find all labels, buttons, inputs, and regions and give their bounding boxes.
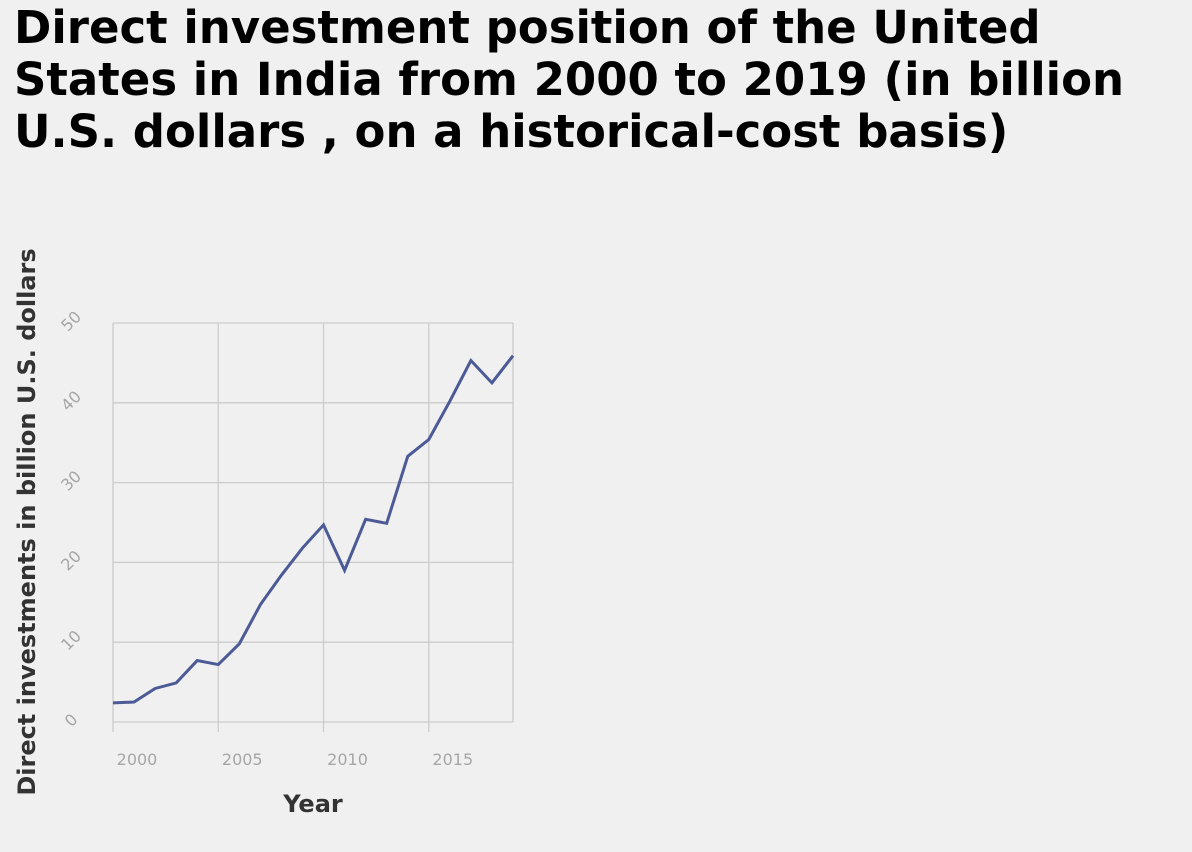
y-tick-label: 20 bbox=[57, 547, 85, 575]
x-tick-label: 2000 bbox=[117, 750, 158, 769]
chart-grid bbox=[112, 322, 514, 723]
x-tick-label: 2015 bbox=[432, 750, 473, 769]
y-axis-label: Direct investments in billion U.S. dolla… bbox=[13, 248, 41, 795]
series-layer bbox=[112, 354, 515, 705]
x-axis-label: Year bbox=[282, 790, 343, 818]
x-tick-label: 2005 bbox=[222, 750, 263, 769]
y-tick-label: 40 bbox=[57, 387, 85, 415]
y-tick-label: 0 bbox=[61, 710, 82, 731]
series-line bbox=[112, 354, 515, 705]
x-axis: 2000 2005 2010 2015 bbox=[112, 722, 473, 769]
x-tick-label: 2010 bbox=[327, 750, 368, 769]
chart-title: Direct investment position of the United… bbox=[14, 1, 1125, 158]
y-tick-label: 50 bbox=[57, 307, 85, 335]
y-axis: 0 10 20 30 40 50 bbox=[57, 307, 85, 730]
y-tick-label: 30 bbox=[57, 467, 85, 495]
y-tick-label: 10 bbox=[57, 626, 85, 654]
